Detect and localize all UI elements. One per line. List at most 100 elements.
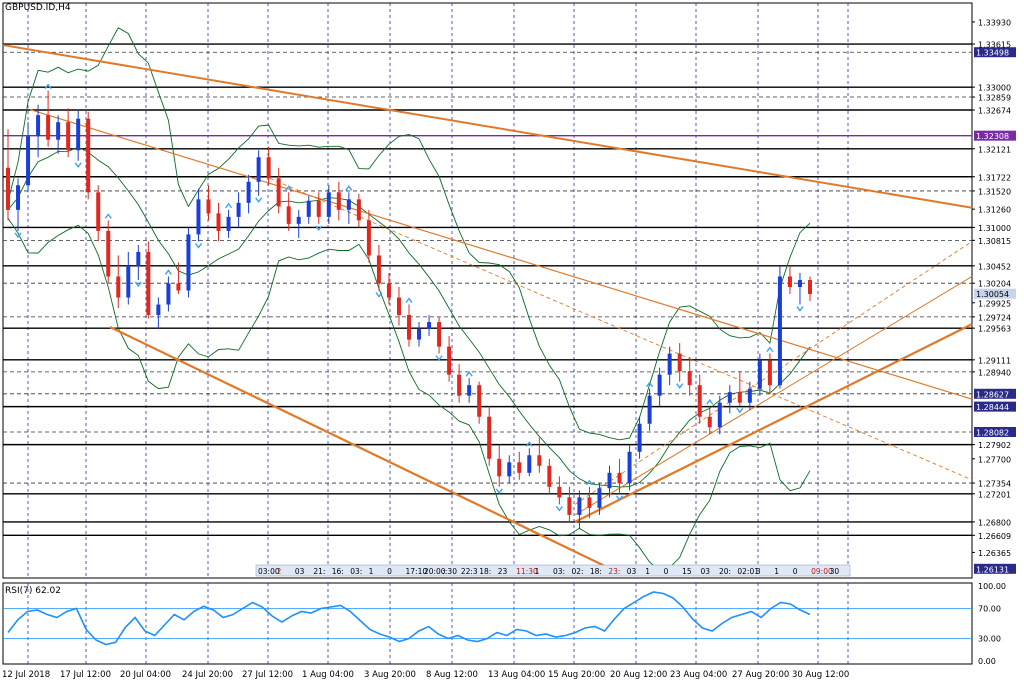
fractal-up-arrow bbox=[285, 185, 293, 191]
candle-body bbox=[777, 276, 782, 386]
candle-body bbox=[767, 360, 772, 386]
fractal-down-arrow bbox=[134, 281, 142, 288]
time-strip bbox=[255, 564, 851, 577]
x-tick-label: 1 Aug 04:00 bbox=[302, 670, 354, 680]
price-tick-label: 1.33000 bbox=[978, 84, 1011, 93]
candle-body bbox=[206, 199, 211, 214]
price-tick-label: 1.27902 bbox=[978, 441, 1011, 450]
candle-body bbox=[487, 416, 492, 459]
rsi-tick-label: 30.00 bbox=[978, 635, 1001, 644]
x-tick-label: 27 Aug 20:00 bbox=[732, 670, 789, 680]
candle-body bbox=[356, 199, 361, 221]
time-strip-label: 20:00 bbox=[424, 567, 446, 576]
candle-body bbox=[126, 265, 131, 298]
candle-body bbox=[647, 395, 652, 424]
last-price-box bbox=[974, 288, 1016, 299]
fractal-up-arrow bbox=[585, 479, 594, 486]
price-tick-label: 1.27354 bbox=[978, 480, 1011, 489]
price-tick-label: 1.32859 bbox=[978, 94, 1011, 103]
price-tick-label: 1.28940 bbox=[978, 368, 1011, 377]
candle-body bbox=[477, 385, 482, 417]
trend-dashed-down bbox=[269, 177, 973, 481]
time-strip-label: 03: bbox=[553, 567, 565, 576]
candle-body bbox=[637, 423, 642, 452]
candle-body bbox=[677, 353, 682, 372]
candle-body bbox=[296, 216, 301, 224]
price-tick-label: 1.29925 bbox=[978, 299, 1011, 308]
price-tick-label: 1.30452 bbox=[978, 262, 1011, 271]
time-strip-label: 22:3 bbox=[461, 567, 478, 576]
candle-body bbox=[697, 385, 702, 417]
price-box bbox=[974, 563, 1016, 574]
fractal-up-arrow bbox=[706, 399, 714, 405]
time-strip-label: 1 bbox=[774, 567, 779, 576]
price-tick-label: 1.27201 bbox=[978, 490, 1011, 499]
candle-body bbox=[96, 192, 101, 231]
candle-body bbox=[316, 200, 321, 217]
candle-body bbox=[577, 497, 582, 515]
candle-body bbox=[196, 199, 201, 235]
price-box bbox=[974, 47, 1016, 58]
candle-body bbox=[286, 206, 291, 224]
x-tick-label: 30 Aug 12:00 bbox=[792, 670, 849, 680]
price-tick-label: 1.31722 bbox=[978, 173, 1011, 182]
fractal-up-arrow bbox=[465, 370, 473, 377]
candle-body bbox=[797, 279, 802, 287]
candle-body bbox=[246, 181, 251, 203]
price-tick-label: 1.28444 bbox=[976, 403, 1009, 412]
time-strip-label: 03: bbox=[350, 567, 362, 576]
price-tick-label: 1.26800 bbox=[978, 518, 1011, 527]
candle-body bbox=[537, 455, 542, 466]
price-tick-label: 1.32674 bbox=[978, 107, 1011, 116]
candle-body bbox=[517, 462, 522, 473]
time-strip-label: 18: bbox=[590, 567, 602, 576]
symbol-label: GBPUSD.ID,H4 bbox=[5, 3, 71, 13]
time-strip-label: 02: bbox=[571, 567, 583, 576]
fractal-up-arrow bbox=[104, 213, 112, 219]
time-strip-label: 02:01 bbox=[737, 567, 759, 576]
candle-body bbox=[587, 497, 592, 508]
fractal-up-arrow bbox=[164, 269, 172, 275]
candle-body bbox=[26, 136, 31, 186]
x-tick-label: 8 Aug 12:00 bbox=[426, 670, 478, 680]
candle-body bbox=[376, 255, 381, 284]
candle-body bbox=[146, 251, 151, 316]
candle-body bbox=[547, 465, 552, 487]
candle-body bbox=[6, 167, 10, 210]
candle-body bbox=[507, 462, 512, 477]
candle-body bbox=[527, 455, 532, 473]
candle-body bbox=[216, 213, 221, 231]
candle-body bbox=[176, 283, 181, 291]
time-strip-label: 20: bbox=[719, 567, 731, 576]
candle-body bbox=[567, 497, 572, 515]
x-tick-label: 13 Aug 04:00 bbox=[488, 670, 545, 680]
price-tick-label: 1.30815 bbox=[978, 237, 1011, 246]
fractal-up-arrow bbox=[345, 185, 353, 191]
time-strip-label: 15 bbox=[682, 567, 692, 576]
x-tick-label: 17 Jul 12:00 bbox=[60, 670, 111, 680]
time-strip-label: 16: bbox=[332, 567, 344, 576]
candle-body bbox=[407, 315, 411, 340]
time-strip-label: 3 bbox=[756, 567, 761, 576]
candle-body bbox=[156, 304, 161, 316]
candle-body bbox=[16, 185, 21, 210]
candle-body bbox=[116, 276, 121, 298]
fractal-down-arrow bbox=[14, 232, 22, 239]
price-tick-label: 1.28082 bbox=[976, 429, 1009, 438]
price-box bbox=[974, 388, 1016, 399]
candle-body bbox=[56, 122, 61, 140]
price-tick-label: 1.33615 bbox=[978, 41, 1011, 50]
candle-body bbox=[417, 329, 422, 340]
candle-body bbox=[597, 488, 602, 508]
candle-body bbox=[437, 322, 442, 347]
x-tick-label: 20 Aug 12:00 bbox=[610, 670, 667, 680]
candle-body bbox=[557, 486, 562, 498]
candle-body bbox=[366, 220, 371, 256]
fractal-down-arrow bbox=[315, 225, 323, 232]
price-tick-label: 1.33930 bbox=[978, 18, 1011, 27]
price-tick-label: 1.29563 bbox=[978, 325, 1011, 334]
x-tick-label: 24 Jul 20:00 bbox=[182, 670, 233, 680]
rsi-tick-label: 0.00 bbox=[978, 657, 996, 666]
candle-body bbox=[86, 118, 91, 193]
